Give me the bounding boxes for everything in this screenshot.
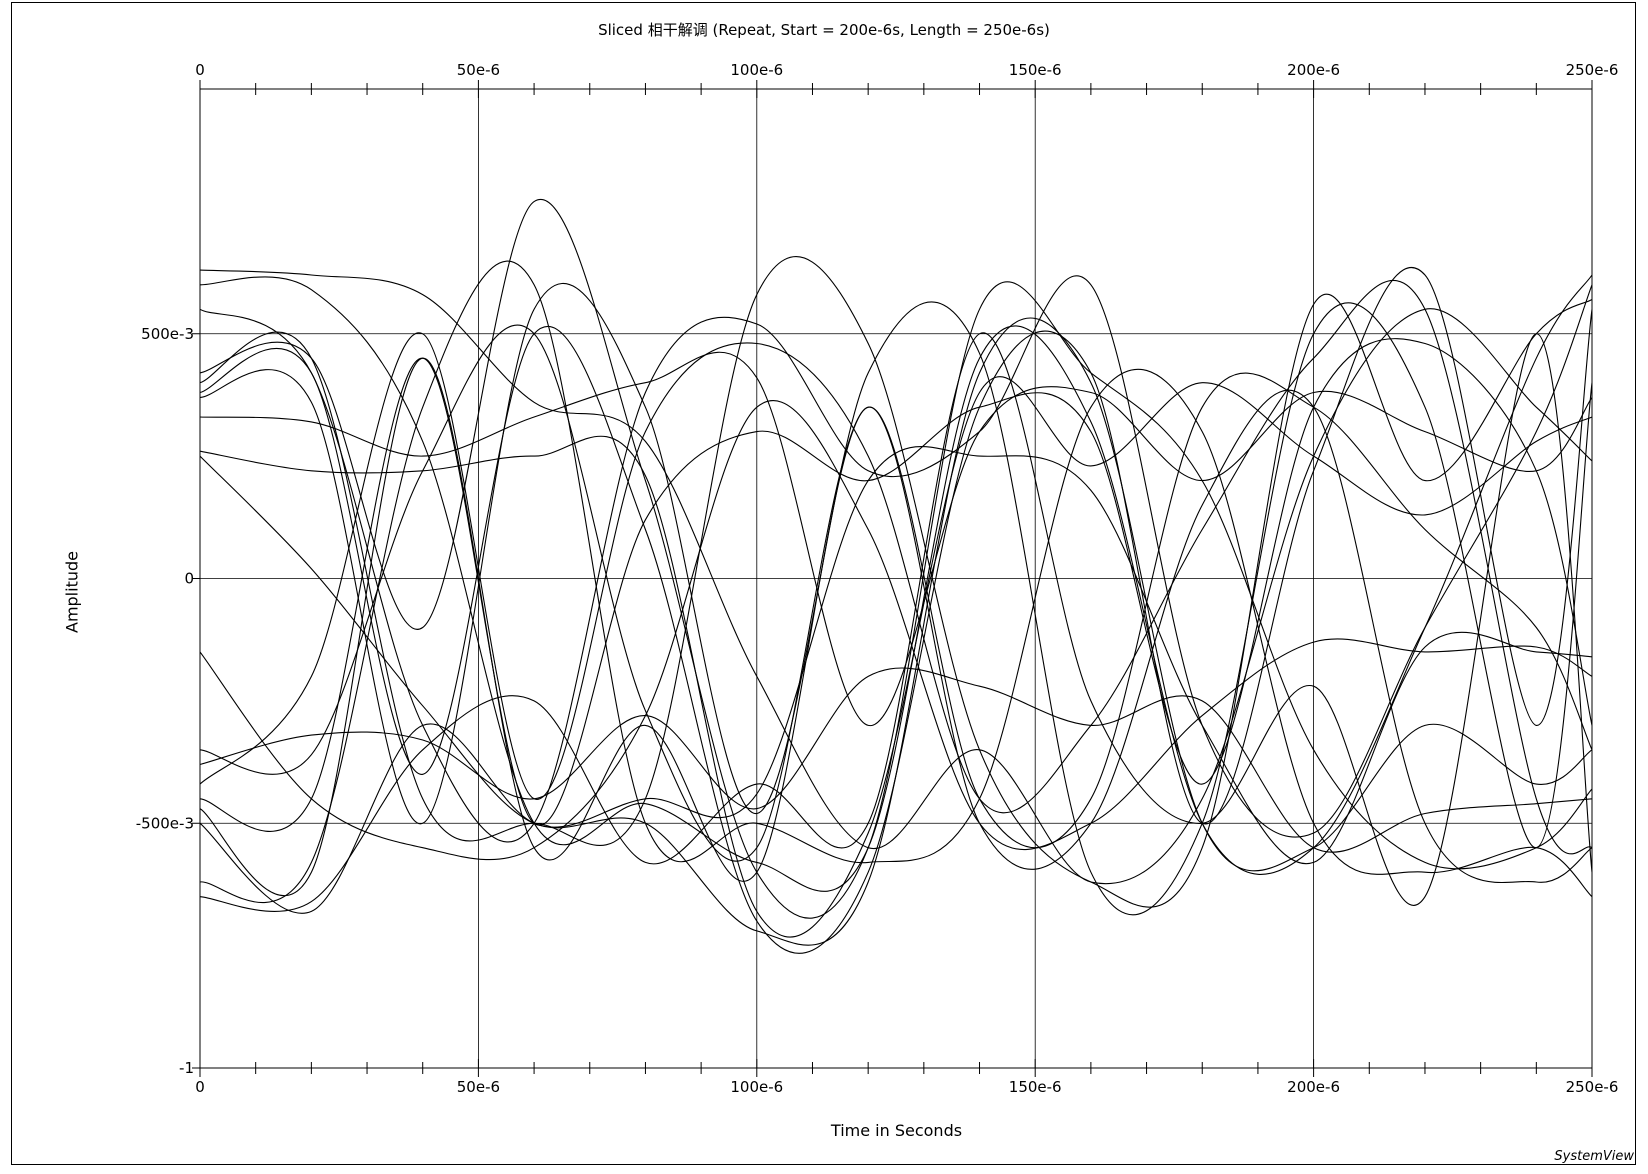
grid [199,89,1593,1069]
x-tick-label-top: 150e-6 [1009,61,1062,79]
brand-watermark: SystemView [1554,1149,1634,1164]
x-tick-label-top: 200e-6 [1287,61,1340,79]
series-line-14 [199,280,1593,855]
series-line-7 [199,283,1593,916]
series-line-17 [199,317,1593,946]
series-line-16 [199,357,1593,896]
x-axis-label: Time in Seconds [830,1121,963,1140]
series-line-5 [199,256,1593,908]
series-line-10 [199,446,1593,865]
y-tick-label: 500e-3 [141,325,194,343]
series-line-11 [199,400,1593,861]
x-tick-label-bottom: 200e-6 [1287,1078,1340,1096]
series-line-2 [199,274,1593,892]
x-tick-label-bottom: 250e-6 [1566,1078,1619,1096]
series-lines [199,198,1593,954]
series-line-6 [199,266,1593,954]
series-line-19 [199,332,1593,912]
y-tick-label: -500e-3 [136,814,194,832]
y-axis-label: Amplitude [62,551,82,633]
x-tick-label-top: 0 [195,61,205,79]
axes [192,80,1593,1077]
plot-frame [11,2,1636,1165]
x-tick-label-bottom: 100e-6 [730,1078,783,1096]
x-tick-label-top: 100e-6 [730,61,783,79]
series-line-4 [199,198,1593,919]
series-line-8 [199,351,1593,726]
y-tick-label: -1 [179,1059,194,1077]
series-line-13 [199,667,1593,853]
series-line-9 [199,376,1593,938]
x-tick-label-bottom: 0 [195,1078,205,1096]
x-tick-label-bottom: 50e-6 [457,1078,500,1096]
series-line-3 [199,275,1593,843]
x-tick-label-top: 250e-6 [1566,61,1619,79]
chart-title: Sliced 相干解调 (Repeat, Start = 200e-6s, Le… [598,21,1050,39]
series-line-1 [199,269,1593,885]
series-line-18 [199,260,1593,903]
y-tick-label: 0 [184,570,194,588]
x-tick-label-top: 50e-6 [457,61,500,79]
tick-labels: 0 0 50e-6 50e-6 100e-6 100e-6 150e-6 150e-6 200e… [136,61,1619,1096]
series-line-15 [199,338,1593,832]
x-tick-label-bottom: 150e-6 [1009,1078,1062,1096]
